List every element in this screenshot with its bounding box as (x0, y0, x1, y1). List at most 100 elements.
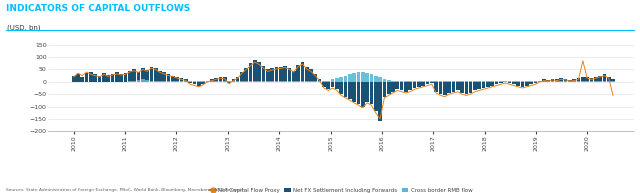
Bar (167, 74, 170, 82)
Text: Sources: State Administration of Foreign Exchange, PBoC, World Bank, Bloomberg, : Sources: State Administration of Foreign… (6, 188, 245, 192)
Bar (387, 82, 390, 94)
Bar (188, 82, 192, 83)
Bar (163, 81, 166, 82)
Bar (339, 82, 343, 94)
Bar (227, 81, 231, 82)
Bar (284, 81, 287, 82)
Bar (128, 71, 132, 82)
Bar (202, 82, 205, 84)
Bar (443, 82, 447, 95)
Bar (542, 81, 546, 82)
Bar (275, 67, 278, 82)
Bar (81, 77, 84, 82)
Bar (581, 77, 585, 82)
Bar (404, 82, 408, 92)
Bar (132, 69, 136, 82)
Bar (214, 78, 218, 82)
Bar (603, 81, 606, 82)
Bar (236, 81, 239, 82)
Bar (447, 82, 451, 93)
Bar (353, 82, 356, 102)
Bar (456, 82, 460, 91)
Bar (547, 80, 550, 82)
Bar (495, 81, 499, 82)
Bar (542, 79, 546, 82)
Bar (361, 72, 365, 82)
Bar (435, 81, 438, 82)
Bar (223, 81, 227, 82)
Bar (426, 81, 429, 82)
Bar (102, 73, 106, 82)
Bar (438, 81, 442, 82)
Bar (180, 78, 184, 82)
Bar (477, 82, 481, 89)
Bar (270, 81, 274, 82)
Bar (344, 76, 348, 82)
Bar (490, 81, 494, 82)
Bar (356, 82, 360, 104)
Bar (421, 82, 425, 85)
Bar (184, 81, 188, 82)
Bar (257, 81, 261, 82)
Bar (611, 81, 615, 82)
Bar (374, 76, 378, 82)
Bar (551, 79, 554, 82)
Bar (430, 81, 434, 82)
Bar (240, 81, 244, 82)
Bar (586, 81, 589, 82)
Bar (141, 68, 145, 82)
Bar (301, 81, 304, 82)
Bar (205, 81, 209, 82)
Bar (249, 81, 252, 82)
Bar (589, 78, 593, 82)
Bar (460, 81, 464, 82)
Bar (106, 75, 110, 82)
Bar (443, 81, 447, 82)
Bar (188, 81, 192, 82)
Bar (158, 81, 162, 82)
Bar (460, 82, 464, 93)
Bar (270, 68, 274, 82)
Bar (559, 81, 563, 82)
Bar (314, 81, 317, 82)
Bar (503, 81, 507, 82)
Bar (499, 82, 502, 83)
Bar (473, 82, 477, 91)
Bar (426, 82, 429, 84)
Bar (193, 82, 196, 84)
Bar (184, 79, 188, 82)
Text: INDICATORS OF CAPITAL OUTFLOWS: INDICATORS OF CAPITAL OUTFLOWS (6, 4, 191, 13)
Bar (124, 73, 127, 82)
Bar (469, 81, 472, 82)
Bar (218, 77, 222, 82)
Bar (244, 68, 248, 82)
Bar (322, 81, 326, 82)
Bar (292, 71, 296, 82)
Bar (534, 82, 537, 83)
Bar (456, 81, 460, 82)
Bar (193, 81, 196, 82)
Bar (572, 81, 576, 82)
Bar (318, 79, 321, 82)
Bar (301, 62, 304, 82)
Bar (383, 79, 386, 82)
Bar (266, 69, 269, 82)
Bar (93, 74, 97, 82)
Bar (568, 80, 572, 82)
Bar (486, 81, 490, 82)
Bar (326, 81, 330, 82)
Bar (98, 76, 101, 82)
Bar (555, 81, 559, 82)
Bar (145, 80, 149, 82)
Bar (339, 77, 343, 82)
Bar (378, 77, 382, 82)
Bar (387, 80, 390, 82)
Bar (232, 81, 235, 82)
Bar (197, 82, 201, 85)
Bar (396, 82, 399, 89)
Bar (477, 81, 481, 82)
Bar (452, 82, 455, 92)
Bar (305, 67, 308, 82)
Bar (202, 81, 205, 82)
Bar (400, 81, 403, 82)
